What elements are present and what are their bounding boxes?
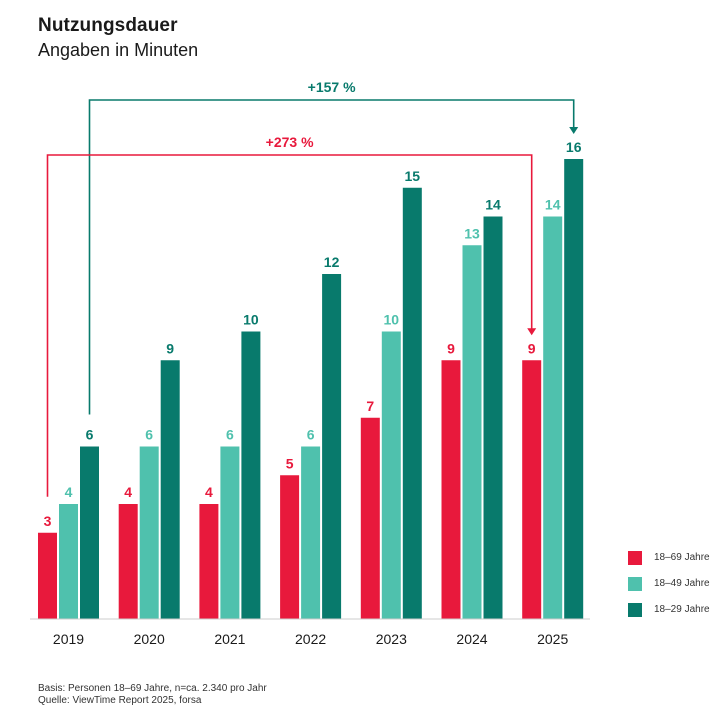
legend-item-18-29: 18–29 Jahre xyxy=(628,602,724,617)
bar-2019-series-1 xyxy=(59,504,78,619)
data-label: 10 xyxy=(384,312,400,328)
data-label: 5 xyxy=(286,455,294,471)
data-label: 10 xyxy=(243,312,259,328)
bar-2024-series-2 xyxy=(483,216,503,619)
growth-annotation-label: +157 % xyxy=(308,79,356,95)
legend-label: 18–49 Jahre xyxy=(654,578,710,589)
bar-chart: 3462019469202046102021561220227101520239… xyxy=(30,79,590,647)
bar-2022-series-2 xyxy=(322,274,342,619)
bar-2021-series-2 xyxy=(241,331,261,619)
chart-legend: 18–69 Jahre 18–49 Jahre 18–29 Jahre xyxy=(628,550,724,629)
bar-2019-series-2 xyxy=(80,446,99,619)
x-tick-label: 2024 xyxy=(456,631,487,647)
data-label: 15 xyxy=(405,168,421,184)
data-label: 6 xyxy=(226,427,234,443)
x-tick-label: 2021 xyxy=(214,631,245,647)
data-label: 14 xyxy=(545,197,561,213)
chart-subtitle: Angaben in Minuten xyxy=(38,40,199,60)
growth-connector-line xyxy=(88,99,575,415)
data-label: 14 xyxy=(485,197,501,213)
arrow-head-icon xyxy=(527,328,537,336)
arrow-head-icon xyxy=(569,127,579,134)
bar-2022-series-0 xyxy=(280,475,300,619)
chart-title: Nutzungsdauer xyxy=(38,15,178,36)
data-label: 13 xyxy=(464,225,480,241)
bar-2025-series-0 xyxy=(522,360,542,619)
data-label: 16 xyxy=(566,139,582,155)
bar-2025-series-2 xyxy=(564,159,584,619)
footer-source: Quelle: ViewTime Report 2025, forsa xyxy=(38,695,202,706)
x-tick-label: 2020 xyxy=(134,631,165,647)
data-label: 9 xyxy=(166,340,174,356)
legend-label: 18–69 Jahre xyxy=(654,552,710,563)
legend-item-18-49: 18–49 Jahre xyxy=(628,576,724,591)
x-tick-label: 2023 xyxy=(376,631,407,647)
bar-2021-series-1 xyxy=(220,446,240,619)
chart-footer: Basis: Personen 18–69 Jahre, n=ca. 2.340… xyxy=(38,683,267,707)
legend-swatch-red xyxy=(628,550,642,565)
data-label: 4 xyxy=(205,484,213,500)
bar-2023-series-1 xyxy=(381,331,401,619)
x-tick-label: 2025 xyxy=(537,631,568,647)
data-label: 12 xyxy=(324,254,340,270)
legend-swatch-teal xyxy=(628,602,642,617)
data-label: 9 xyxy=(447,340,455,356)
footer-basis: Basis: Personen 18–69 Jahre, n=ca. 2.340… xyxy=(38,683,267,694)
data-label: 4 xyxy=(65,484,73,500)
bar-2024-series-1 xyxy=(462,245,482,619)
legend-swatch-mint xyxy=(628,576,642,591)
data-label: 4 xyxy=(124,484,132,500)
bar-2025-series-1 xyxy=(543,216,563,619)
growth-annotation-label: +273 % xyxy=(266,134,314,150)
bar-2019-series-0 xyxy=(38,532,57,619)
data-label: 3 xyxy=(44,513,52,529)
bar-2020-series-2 xyxy=(160,360,180,619)
legend-item-18-69: 18–69 Jahre xyxy=(628,550,724,565)
x-tick-label: 2022 xyxy=(295,631,326,647)
data-label: 9 xyxy=(528,340,536,356)
bar-2024-series-0 xyxy=(441,360,461,619)
bar-2021-series-0 xyxy=(199,504,219,619)
bar-2020-series-1 xyxy=(139,446,159,619)
bar-2022-series-1 xyxy=(301,446,321,619)
bar-2023-series-0 xyxy=(360,417,380,619)
data-label: 7 xyxy=(366,398,374,414)
x-tick-label: 2019 xyxy=(53,631,84,647)
data-label: 6 xyxy=(307,427,315,443)
growth-connector-line xyxy=(46,154,533,497)
data-label: 6 xyxy=(145,427,153,443)
bar-2020-series-0 xyxy=(118,504,138,619)
bar-2023-series-2 xyxy=(402,187,422,619)
legend-label: 18–29 Jahre xyxy=(654,604,710,615)
data-label: 6 xyxy=(86,427,94,443)
